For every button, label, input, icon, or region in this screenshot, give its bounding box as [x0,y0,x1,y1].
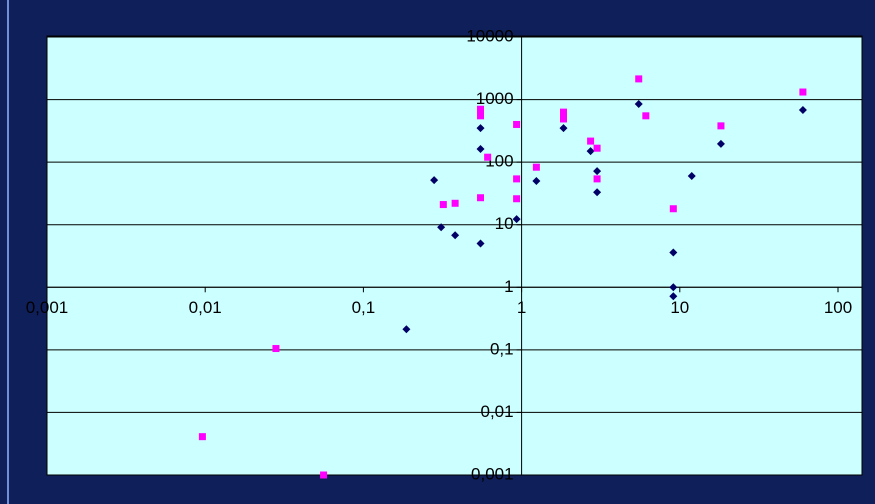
point [402,325,411,334]
point [559,115,567,123]
point [451,231,460,240]
point [669,248,678,257]
point [669,205,677,213]
point [477,194,485,202]
point [798,106,807,115]
point [593,144,601,152]
point [513,175,521,183]
point [484,153,492,161]
y-tick-label: 0,1 [490,339,514,358]
plot-area [46,35,863,476]
point [476,124,485,133]
point [477,105,485,113]
point [717,122,725,130]
point [593,167,602,176]
point [669,283,678,292]
point [642,112,650,120]
point [669,292,678,301]
point [687,172,696,181]
point [799,88,807,96]
point [451,199,459,207]
point [512,215,521,224]
point [559,108,567,116]
x-tick-label: 0,01 [189,298,222,317]
point [559,124,568,133]
point [439,201,447,209]
point [477,112,485,120]
point [532,176,541,185]
y-tick-label: 100 [485,152,513,171]
x-tick-label: 1 [517,298,526,317]
x-tick-label: 0,001 [26,298,69,317]
point [587,137,595,145]
y-tick-label: 1 [504,277,513,296]
point [586,147,595,156]
point [272,345,280,353]
x-tick-label: 10 [670,298,689,317]
point [513,120,521,128]
y-tick-label: 0,01 [481,402,514,421]
point [437,223,446,232]
point [476,239,485,248]
point [198,433,206,441]
y-tick-label: 10 [495,214,514,233]
y-tick-label: 0,001 [471,464,514,483]
point [532,163,540,171]
y-tick-label: 10000 [466,26,513,45]
y-tick-label: 1000 [476,89,514,108]
point [716,139,725,148]
point [513,195,521,203]
point [593,175,601,183]
point [430,176,439,185]
x-tick-label: 0,1 [352,298,376,317]
point [320,471,328,479]
x-tick-label: 100 [824,298,852,317]
point [476,145,485,154]
point [634,99,643,108]
point [593,188,602,197]
point [635,75,643,83]
